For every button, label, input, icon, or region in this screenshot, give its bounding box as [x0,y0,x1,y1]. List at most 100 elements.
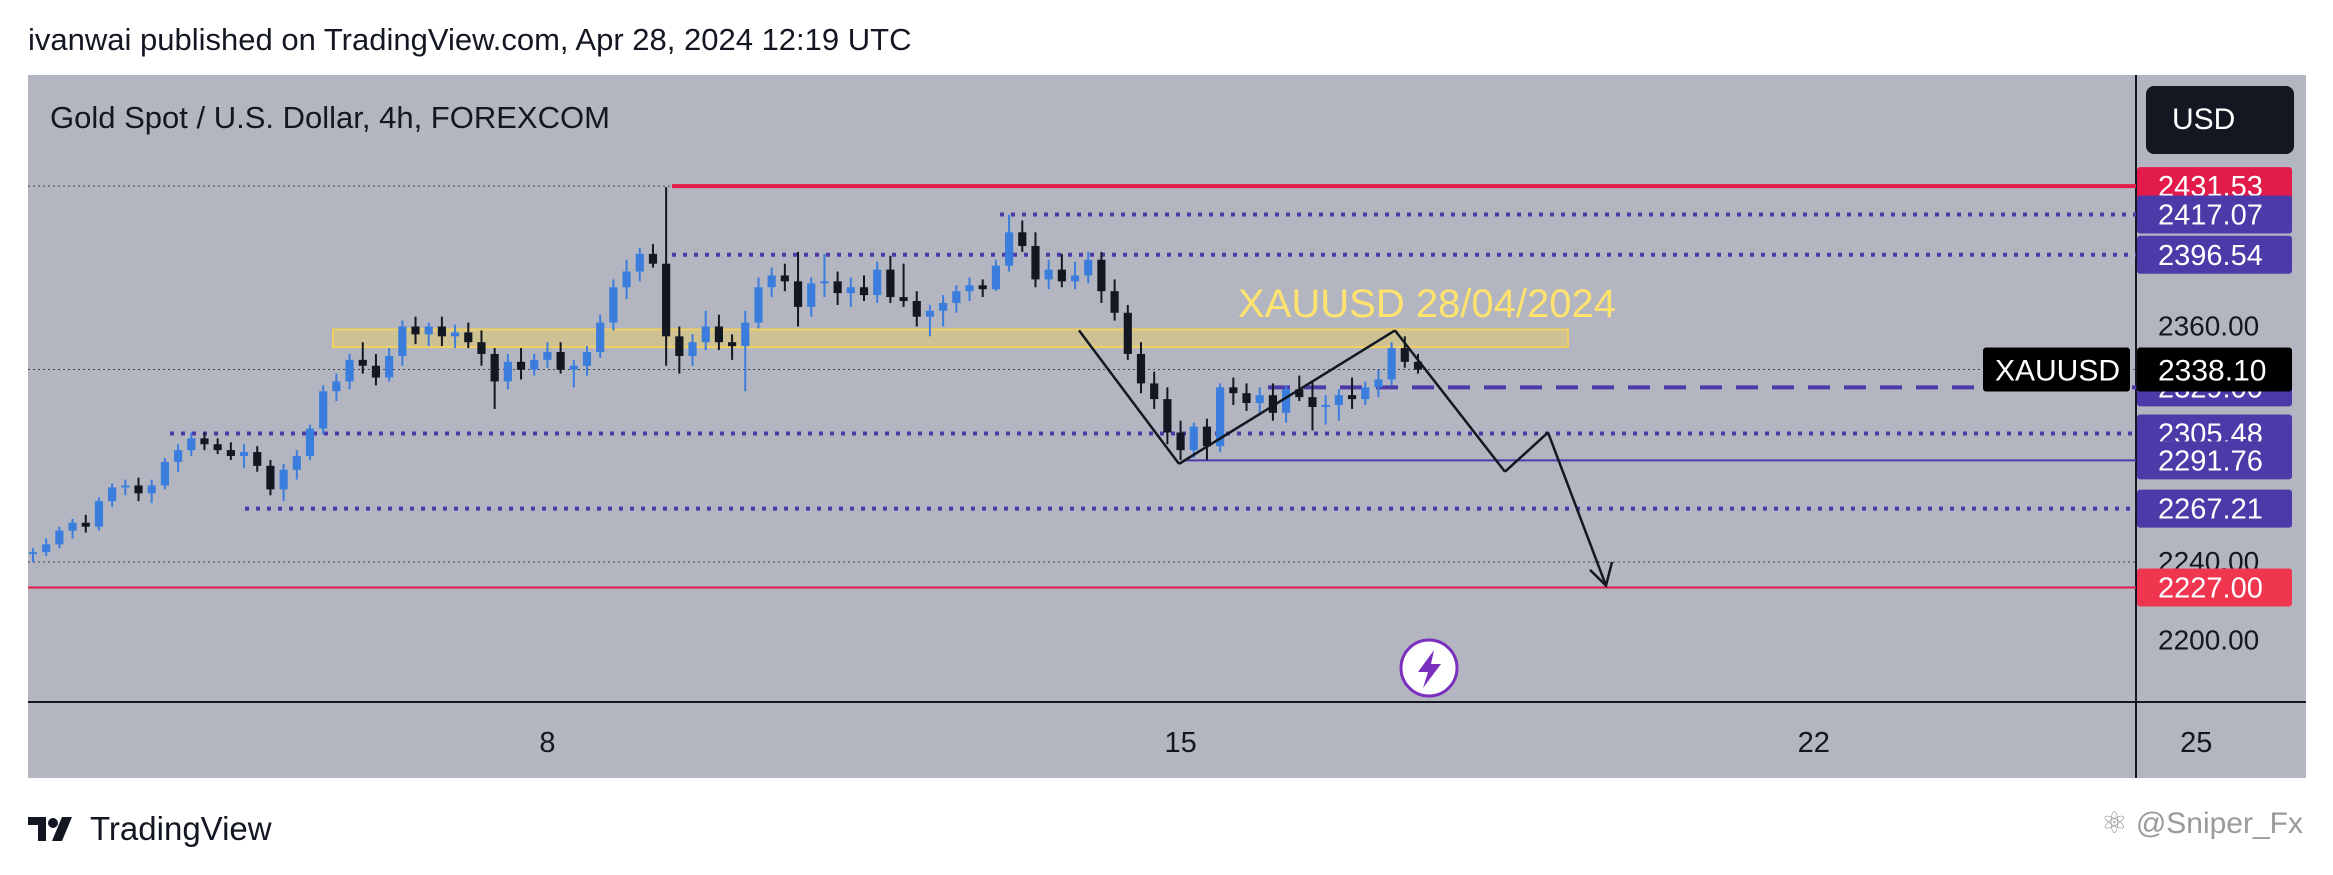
candle-body [1347,395,1357,400]
price-label-bg [2137,441,2292,480]
candle-body [662,263,671,337]
price-label-text: 2396.54 [2158,240,2263,272]
candle-body [859,287,869,296]
candle-body [398,326,407,356]
candle-body [187,438,196,451]
price-label-bg [2137,235,2292,274]
candle-body [754,287,763,323]
lightning-icon[interactable] [1399,638,1459,698]
projection-arrowhead [1589,561,1614,588]
symbol-tag-text: XAUUSD [1995,354,2120,387]
candle-body [226,450,235,457]
price-label-text: 2417.07 [2158,200,2263,232]
candle-layer [28,187,1423,562]
candle-body [490,353,499,382]
candle-body [701,326,710,343]
candle-body [767,275,776,288]
projection-line [1546,432,1608,586]
y-tick-label: 2360.00 [2158,311,2259,342]
candle-body [319,391,328,429]
tradingview-logo-icon [28,817,72,841]
candle-body [1070,275,1080,282]
candle-body [873,269,882,296]
candle-body [1084,259,1093,276]
candle-body [1374,379,1383,388]
candle-body [42,544,51,553]
candle-body [503,361,512,382]
candle-body [28,552,38,555]
projection-line [1504,431,1549,473]
candle-body [899,297,908,301]
candle-body [556,352,565,370]
candle-body [464,332,473,343]
x-tick-label: 25 [2180,727,2212,759]
candle-body [108,487,117,502]
candle-body [991,265,1000,290]
candle-body [530,359,539,370]
candle-body [385,355,394,378]
candle-body [516,361,526,370]
candle-body [965,285,974,292]
candle-body [94,501,104,527]
candle-body [305,428,315,457]
candle-body [1361,387,1370,400]
weibo-icon: ⚛ [2100,807,2128,840]
candle-body [1097,259,1106,292]
candle-body [1216,387,1225,447]
footer-logo[interactable]: TradingView [28,810,272,848]
candle-body [1163,399,1172,433]
overlay-layer: XAUUSD 28/04/2024 [1077,282,1616,588]
candle-body [846,287,855,294]
candle-body [1150,383,1159,400]
candle-body [1334,395,1343,405]
watermark-text: @Sniper_Fx [2135,806,2303,840]
last-price-bg [2137,347,2292,392]
candle-body [728,342,737,347]
candle-body [1005,232,1014,266]
candle-body [1413,361,1423,370]
candle-body [1255,395,1264,404]
candle-body [68,522,77,531]
candle-body [1018,232,1027,247]
candle-body [81,522,90,527]
candle-body [1387,348,1396,380]
x-tick-label: 8 [539,727,555,759]
candle-body [939,302,948,311]
price-label-text: 2227.00 [2158,573,2263,605]
candle-body [1268,395,1277,413]
candle-body [635,253,644,272]
symbol-tag-bg [1983,347,2130,392]
candle-body [596,322,605,353]
price-label-text: 2291.76 [2158,445,2263,477]
candle-body [1176,432,1185,451]
watermark: ⚛ @Sniper_Fx [2101,806,2303,841]
candle-body [371,365,381,378]
chart-annotation-title: XAUUSD 28/04/2024 [1238,282,1616,326]
price-label-bg [2137,568,2292,607]
candle-body [952,291,961,303]
candle-body [1308,397,1317,407]
candle-body [569,365,578,370]
candle-body [1400,348,1409,362]
publish-header: ivanwai published on TradingView.com, Ap… [28,22,912,57]
candle-body [239,452,249,457]
supply-zone [332,328,1569,349]
candle-body [688,342,697,356]
projection-line [1178,329,1396,465]
candle-body [886,269,895,298]
candle-body [253,452,262,466]
candle-body [793,281,803,307]
candle-body [1123,312,1132,354]
candle-body [925,310,935,317]
candle-body [200,438,209,445]
candle-body [543,352,552,360]
candle-body [912,300,921,317]
candle-body [1242,393,1251,404]
candle-body [675,336,684,356]
currency-button[interactable]: USD [2146,86,2294,154]
candle-body [609,287,618,323]
candle-body [1110,291,1119,313]
label-layer: 2360.002240.002200.002431.532417.072396.… [539,167,2292,759]
candle-body [147,485,156,494]
